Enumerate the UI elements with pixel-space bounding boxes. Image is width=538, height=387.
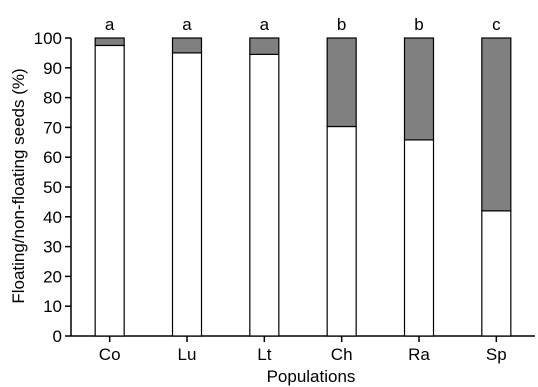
- bar-non-floating: [481, 210, 512, 337]
- y-tick-label: 60: [43, 148, 62, 167]
- group-letter-label: a: [182, 15, 192, 34]
- x-tick-label: Lt: [257, 345, 271, 364]
- group-letter-label: c: [492, 15, 501, 34]
- x-tick-label: Ra: [408, 345, 430, 364]
- y-tick-label: 30: [43, 238, 62, 257]
- bar-floating: [403, 37, 435, 141]
- x-tick-label: Sp: [486, 345, 507, 364]
- x-tick-label: Ch: [331, 345, 353, 364]
- y-tick-label: 40: [43, 208, 62, 227]
- bar-non-floating: [249, 53, 280, 337]
- bar-floating: [326, 37, 357, 128]
- group-letter-label: a: [260, 15, 270, 34]
- y-tick-label: 80: [43, 89, 62, 108]
- bar-non-floating: [171, 52, 203, 337]
- bar-non-floating: [326, 125, 357, 337]
- y-tick-label: 70: [43, 118, 62, 137]
- y-tick-label: 0: [53, 327, 62, 346]
- y-tick-label: 90: [43, 59, 62, 78]
- bar-floating: [249, 37, 280, 55]
- plot-area: 0 10 20 30 40 50 60 70 80 90 100 Co a Lu a Lt a Ch b Ra b Sp c: [34, 15, 535, 364]
- group-letter-label: a: [105, 15, 115, 34]
- x-tick-label: Lu: [178, 345, 197, 364]
- group-letter-label: b: [414, 15, 423, 34]
- bar-floating: [94, 37, 125, 47]
- y-tick-label: 50: [43, 178, 62, 197]
- bar-floating: [481, 37, 512, 212]
- y-tick-label: 20: [43, 267, 62, 286]
- group-letter-label: b: [337, 15, 346, 34]
- bar-non-floating: [94, 44, 125, 337]
- y-tick-label: 100: [34, 29, 62, 48]
- y-tick-label: 10: [43, 297, 62, 316]
- y-axis-title: Floating/non-floating seeds (%): [9, 68, 28, 303]
- x-axis-title: Populations: [267, 367, 356, 386]
- x-tick-label: Co: [99, 345, 121, 364]
- bar-non-floating: [403, 139, 435, 337]
- bar-floating: [171, 37, 203, 54]
